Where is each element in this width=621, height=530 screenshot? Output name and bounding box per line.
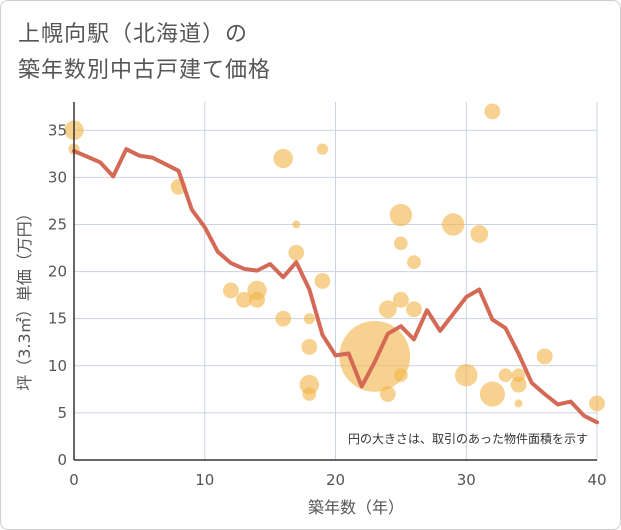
bubble-point-31	[498, 368, 513, 383]
bubble-point-29	[484, 103, 501, 120]
bubble-point-23	[394, 368, 408, 383]
average-line-series	[72, 147, 599, 425]
bubble-point-36	[589, 395, 605, 412]
y-tick-label-6: 30	[48, 168, 67, 186]
bubble-point-20	[389, 203, 413, 227]
bubble-point-9	[292, 220, 301, 229]
bubble-point-8	[275, 310, 292, 327]
bubble-point-22	[392, 291, 409, 308]
bubble-point-35	[536, 348, 553, 365]
x-tick-label-4: 40	[587, 471, 606, 489]
y-tick-label-3: 15	[48, 310, 67, 328]
bubble-point-10	[288, 244, 305, 261]
x-axis-title: 築年数（年）	[308, 498, 404, 517]
chart-title-line1: 上幌向駅（北海道）の	[18, 22, 249, 47]
bubble-point-24	[407, 255, 421, 270]
y-tick-labels: 0 5 10 15 20 25 30 35	[48, 121, 67, 469]
y-tick-label-2: 10	[48, 357, 67, 375]
x-tick-labels: 0 10 20 30 40	[69, 471, 606, 489]
bubble-point-4	[236, 291, 252, 308]
bubble-point-34	[514, 399, 523, 408]
bubble-point-25	[406, 301, 422, 318]
bubble-point-12	[301, 339, 318, 355]
bubble-point-26	[441, 213, 465, 236]
bubble-point-28	[470, 225, 489, 243]
bubble-point-19	[379, 386, 396, 402]
bubble-size-note: 円の大きさは、取引のあった物件面積を示す	[348, 431, 588, 446]
bubble-point-30	[479, 381, 505, 407]
y-tick-label-4: 20	[48, 263, 67, 281]
chart-title-line2: 築年数別中古戸建て価格	[18, 58, 272, 83]
bubble-point-6	[249, 291, 265, 308]
grid-lines	[74, 102, 598, 460]
bubble-point-21	[394, 236, 408, 251]
bubble-point-7	[273, 148, 293, 169]
x-tick-label-2: 20	[326, 471, 345, 489]
y-tick-label-5: 25	[48, 215, 67, 233]
average-line	[72, 147, 599, 425]
y-tick-label-7: 35	[48, 121, 67, 139]
x-tick-label-3: 30	[457, 471, 476, 489]
x-tick-label-0: 0	[69, 471, 79, 489]
bubble-point-14	[302, 387, 317, 401]
y-tick-label-1: 5	[57, 404, 67, 422]
bubble-series	[64, 103, 605, 412]
bubble-point-15	[316, 143, 329, 155]
bubble-point-16	[314, 273, 331, 289]
x-tick-label-1: 10	[195, 471, 214, 489]
y-axis-title: 坪（3.3㎡）単価（万円）	[15, 205, 34, 390]
bubble-point-33	[510, 376, 527, 393]
bubble-point-18	[378, 300, 397, 319]
y-tick-label-0: 0	[57, 451, 67, 469]
bubble-point-27	[455, 364, 478, 387]
axes	[73, 102, 597, 461]
bubble-point-3	[222, 282, 239, 299]
bubble-point-11	[303, 313, 315, 325]
